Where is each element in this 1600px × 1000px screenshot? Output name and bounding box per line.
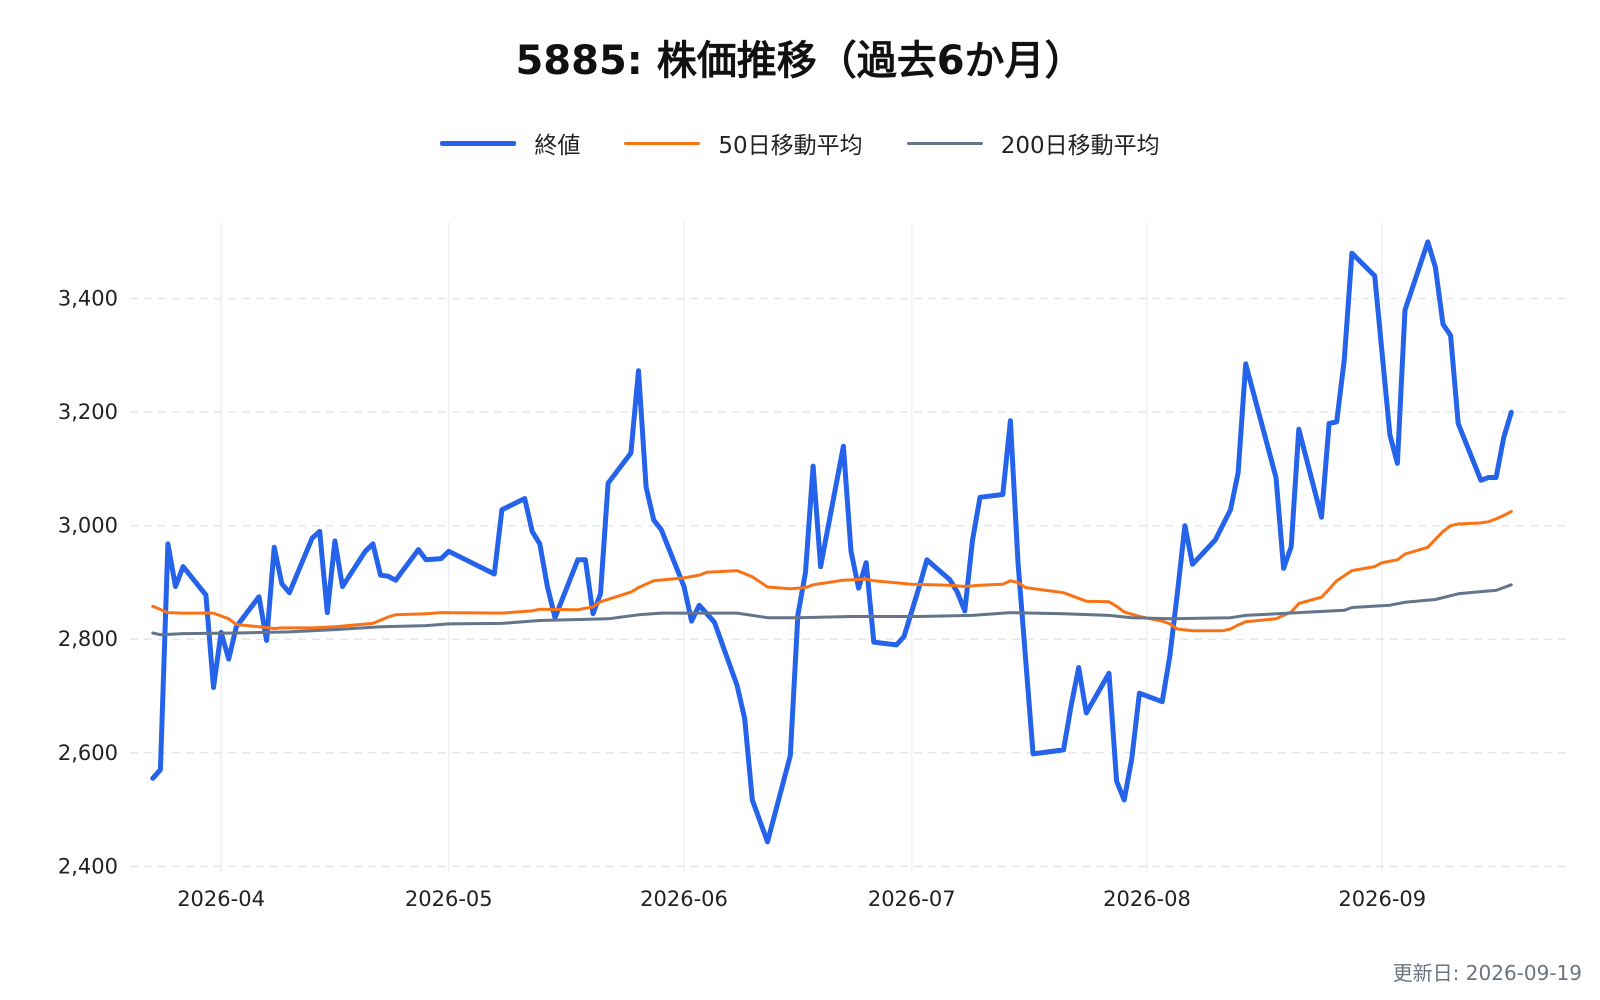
y-tick-label: 2,400 (58, 854, 118, 878)
updated-date-label: 更新日: 2026-09-19 (1392, 961, 1582, 985)
y-tick-label: 3,200 (58, 400, 118, 424)
x-tick-label: 2026-08 (1103, 887, 1191, 911)
legend-item-ma200[interactable]: 200日移動平均 (906, 126, 1160, 160)
legend-label-ma50: 50日移動平均 (718, 133, 863, 159)
legend-swatch-ma50 (624, 141, 701, 145)
x-tick-label: 2026-07 (868, 887, 956, 911)
x-tick-label: 2026-05 (405, 887, 493, 911)
chart-title: 5885: 株価推移（過去6か月） (515, 38, 1085, 84)
y-tick-label: 2,800 (58, 627, 118, 651)
y-tick-label: 3,000 (58, 514, 118, 538)
y-tick-label: 2,600 (58, 741, 118, 765)
legend-swatch-close (440, 140, 517, 146)
series-line-close (150, 239, 1514, 845)
legend-label-ma200: 200日移動平均 (1000, 133, 1160, 159)
legend-item-close[interactable]: 終値 (440, 126, 580, 160)
legend-label-close: 終値 (534, 133, 581, 159)
legend-swatch-ma200 (906, 141, 983, 145)
x-tick-label: 2026-06 (640, 887, 728, 911)
x-tick-label: 2026-04 (177, 887, 265, 911)
legend-item-ma50[interactable]: 50日移動平均 (624, 126, 863, 160)
legend: 終値 50日移動平均 200日移動平均 (0, 126, 1600, 160)
x-tick-label: 2026-09 (1338, 887, 1426, 911)
y-tick-label: 3,400 (58, 287, 118, 311)
series-line-ma200 (151, 583, 1513, 637)
series-line-ma50 (151, 510, 1513, 633)
